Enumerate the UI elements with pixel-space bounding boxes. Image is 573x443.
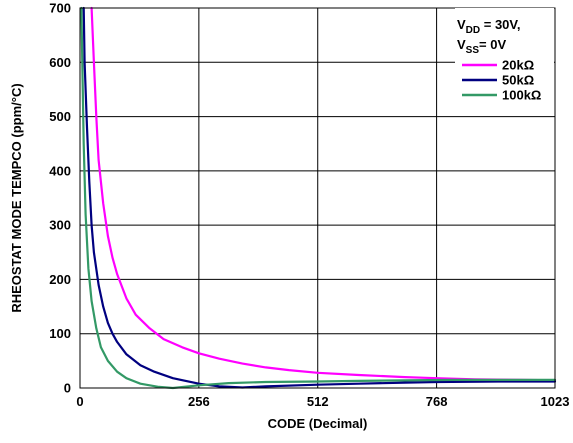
condition-vss: VSS= 0V bbox=[457, 37, 506, 56]
y-tick-label: 0 bbox=[64, 381, 71, 396]
x-tick-label: 768 bbox=[426, 394, 448, 409]
condition-vdd: VDD = 30V, bbox=[457, 17, 521, 36]
x-tick-label: 0 bbox=[76, 394, 83, 409]
series-line-2 bbox=[82, 6, 557, 389]
y-tick-label: 600 bbox=[49, 55, 71, 70]
legend-background bbox=[455, 8, 554, 108]
legend-label: 50kΩ bbox=[502, 73, 534, 88]
y-tick-label: 400 bbox=[49, 163, 71, 178]
x-tick-label: 1023 bbox=[541, 394, 570, 409]
y-tick-label: 300 bbox=[49, 218, 71, 233]
x-tick-label: 512 bbox=[307, 394, 329, 409]
series-line-3 bbox=[80, 6, 557, 390]
legend-label: 100kΩ bbox=[502, 88, 541, 103]
y-tick-label: 500 bbox=[49, 109, 71, 124]
x-axis-label: CODE (Decimal) bbox=[268, 416, 368, 431]
condition-vss-symbol: V bbox=[457, 37, 466, 52]
y-tick-label: 700 bbox=[49, 1, 71, 16]
y-tick-label: 200 bbox=[49, 272, 71, 287]
y-tick-label: 100 bbox=[49, 326, 71, 341]
series-layer bbox=[80, 6, 557, 390]
legend-label: 20kΩ bbox=[502, 58, 534, 73]
tick-layer: 0 256 512 768 1023 0 100 200 300 400 500 600 700 bbox=[49, 1, 569, 410]
y-axis-label: RHEOSTAT MODE TEMPCO (ppm/°C) bbox=[9, 83, 24, 312]
series-line-1 bbox=[90, 6, 557, 382]
grid-layer bbox=[80, 8, 555, 388]
condition-vdd-value: = 30V, bbox=[480, 17, 520, 32]
condition-vdd-subscript: DD bbox=[466, 25, 480, 36]
condition-vdd-symbol: V bbox=[457, 17, 466, 32]
condition-vss-value: = 0V bbox=[479, 37, 506, 52]
x-tick-label: 256 bbox=[188, 394, 210, 409]
condition-vss-subscript: SS bbox=[466, 45, 480, 56]
plot-area-frame bbox=[79, 7, 556, 389]
